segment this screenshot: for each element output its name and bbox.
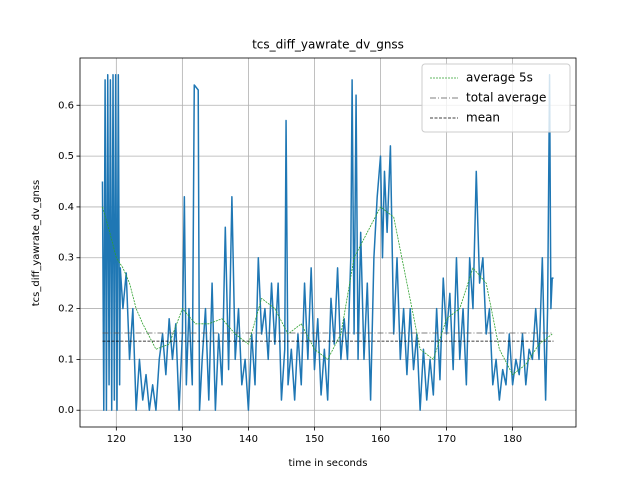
y-tick-label: 0.0 — [58, 405, 74, 416]
chart-title: tcs_diff_yawrate_dv_gnss — [252, 38, 404, 52]
x-tick-label: 170 — [437, 434, 456, 445]
legend-label: total average — [466, 91, 546, 105]
legend-label: average 5s — [466, 71, 533, 85]
x-tick-label: 140 — [239, 434, 258, 445]
x-axis-label: time in seconds — [289, 458, 368, 469]
legend-label: mean — [466, 111, 500, 125]
y-tick-label: 0.1 — [58, 354, 74, 365]
series-line — [101, 74, 554, 411]
x-tick-label: 180 — [503, 434, 522, 445]
y-tick-label: 0.5 — [58, 151, 74, 162]
x-tick-label: 160 — [371, 434, 390, 445]
y-tick-label: 0.3 — [58, 253, 74, 264]
y-tick-label: 0.4 — [58, 202, 74, 213]
y-tick-label: 0.2 — [58, 304, 74, 315]
plot-frame — [79, 57, 577, 428]
y-tick-label: 0.6 — [58, 100, 74, 111]
x-tick-label: 130 — [173, 434, 192, 445]
series-line — [102, 206, 553, 376]
y-axis-label: tcs_diff_yawrate_dv_gnss — [31, 180, 42, 307]
legend-box — [421, 63, 571, 133]
x-tick-label: 120 — [107, 434, 126, 445]
x-tick-label: 150 — [305, 434, 324, 445]
